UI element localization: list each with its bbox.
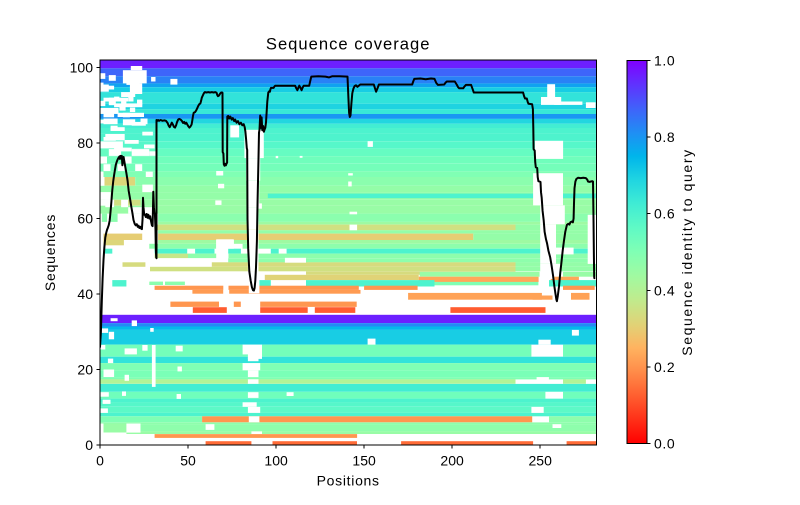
svg-text:Sequences: Sequences <box>42 214 58 291</box>
svg-text:0.0: 0.0 <box>654 436 675 452</box>
svg-text:Positions: Positions <box>317 473 380 489</box>
svg-text:0.6: 0.6 <box>654 206 675 222</box>
svg-text:250: 250 <box>529 453 553 469</box>
svg-text:200: 200 <box>440 453 464 469</box>
svg-text:Sequence coverage: Sequence coverage <box>266 35 431 54</box>
svg-text:60: 60 <box>77 211 93 227</box>
svg-text:0.8: 0.8 <box>654 129 675 145</box>
svg-text:100: 100 <box>70 60 94 76</box>
svg-text:100: 100 <box>264 453 288 469</box>
svg-text:80: 80 <box>77 135 93 151</box>
svg-text:0.4: 0.4 <box>654 282 675 298</box>
svg-text:50: 50 <box>180 453 196 469</box>
svg-text:0.2: 0.2 <box>654 359 675 375</box>
svg-text:40: 40 <box>77 286 93 302</box>
svg-text:Sequence identity to query: Sequence identity to query <box>679 148 695 355</box>
svg-text:1.0: 1.0 <box>654 53 675 69</box>
svg-text:150: 150 <box>352 453 376 469</box>
svg-text:0: 0 <box>85 437 93 453</box>
svg-text:0: 0 <box>96 453 104 469</box>
svg-text:20: 20 <box>77 362 93 378</box>
